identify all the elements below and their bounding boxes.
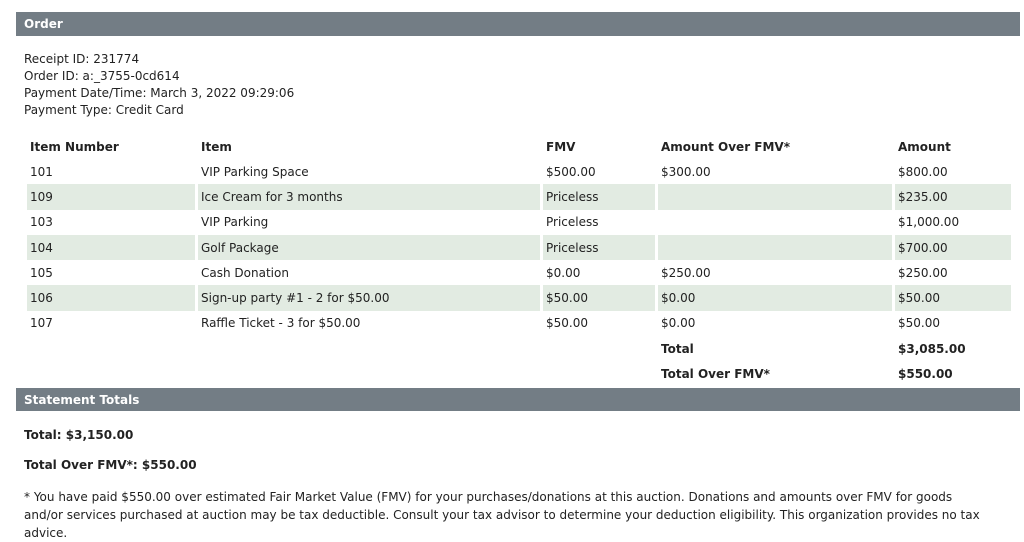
cell-item-name: Sign-up party #1 - 2 for $50.00 <box>198 285 540 311</box>
cell-amount: $50.00 <box>895 285 1011 311</box>
total-value: $3,085.00 <box>895 336 1011 362</box>
statement-section-header: Statement Totals <box>16 388 1020 411</box>
cell-fmv: Priceless <box>546 215 599 230</box>
cell-amount: $800.00 <box>898 164 948 179</box>
cell-amount-over-fmv: $0.00 <box>661 316 696 331</box>
cell-amount-over-fmv <box>658 184 892 210</box>
cell-amount: $700.00 <box>895 234 1011 261</box>
cell-item-number: 101 <box>30 164 53 179</box>
total-label: Total <box>658 336 892 362</box>
cell-fmv: $50.00 <box>546 316 588 331</box>
table-row: 104 Golf Package Priceless $700.00 <box>27 234 1011 261</box>
total-row: Total $3,085.00 <box>27 336 1011 362</box>
cell-item-name: VIP Parking <box>201 215 269 230</box>
table-row: 103 VIP Parking Priceless $1,000.00 <box>27 210 1011 235</box>
statement-total-over-fmv: Total Over FMV*: $550.00 <box>24 458 197 472</box>
cell-item-number: 109 <box>27 184 195 210</box>
cell-fmv: $500.00 <box>546 164 596 179</box>
order-items-table: Item Number Item FMV Amount Over FMV* Am… <box>24 134 1014 387</box>
order-info: Receipt ID: 231774 Order ID: a:_3755-0cd… <box>24 51 294 119</box>
cell-item-name: VIP Parking Space <box>201 164 309 179</box>
table-header-row: Item Number Item FMV Amount Over FMV* Am… <box>27 134 1011 159</box>
total-over-fmv-value: $550.00 <box>895 361 1011 387</box>
cell-item-number: 106 <box>27 285 195 311</box>
cell-amount-over-fmv <box>658 210 892 235</box>
cell-fmv: $50.00 <box>543 285 655 311</box>
total-over-fmv-row: Total Over FMV* $550.00 <box>27 361 1011 387</box>
payment-datetime: Payment Date/Time: March 3, 2022 09:29:0… <box>24 86 295 100</box>
table-row: 106 Sign-up party #1 - 2 for $50.00 $50.00… <box>27 285 1011 311</box>
cell-item-name: Cash Donation <box>201 265 289 280</box>
cell-fmv: Priceless <box>543 234 655 261</box>
cell-item-number: 104 <box>27 234 195 261</box>
cell-amount-over-fmv: $300.00 <box>661 164 711 179</box>
receipt-id: Receipt ID: 231774 <box>24 52 140 66</box>
col-item: Item <box>201 139 232 154</box>
payment-type: Payment Type: Credit Card <box>24 103 184 117</box>
col-amount-over-fmv: Amount Over FMV* <box>661 139 790 154</box>
col-amount: Amount <box>898 139 951 154</box>
cell-amount-over-fmv: $250.00 <box>661 265 711 280</box>
cell-amount-over-fmv: $0.00 <box>658 285 892 311</box>
cell-item-number: 103 <box>30 215 53 230</box>
statement-total: Total: $3,150.00 <box>24 428 134 442</box>
cell-amount: $1,000.00 <box>898 215 960 230</box>
table-row: 105 Cash Donation $0.00 $250.00 $250.00 <box>27 260 1011 285</box>
cell-item-number: 105 <box>30 265 53 280</box>
cell-fmv: Priceless <box>543 184 655 210</box>
col-fmv: FMV <box>546 139 576 154</box>
order-title: Order <box>24 17 63 31</box>
table-row: 101 VIP Parking Space $500.00 $300.00 $800.0… <box>27 159 1011 184</box>
cell-amount: $250.00 <box>898 265 948 280</box>
cell-item-name: Golf Package <box>198 234 540 261</box>
cell-item-name: Ice Cream for 3 months <box>198 184 540 210</box>
cell-fmv: $0.00 <box>546 265 581 280</box>
cell-amount-over-fmv <box>658 234 892 261</box>
statement-title: Statement Totals <box>24 392 140 407</box>
table-row: 107 Raffle Ticket - 3 for $50.00 $50.00 $0.… <box>27 311 1011 336</box>
cell-amount: $50.00 <box>898 316 940 331</box>
order-id: Order ID: a:_3755-0cd614 <box>24 69 180 83</box>
cell-amount: $235.00 <box>895 184 1011 210</box>
tax-footnote: * You have paid $550.00 over estimated F… <box>24 490 980 540</box>
cell-item-number: 107 <box>30 316 53 331</box>
cell-item-name: Raffle Ticket - 3 for $50.00 <box>201 316 361 331</box>
table-row: 109 Ice Cream for 3 months Priceless $235.0… <box>27 184 1011 210</box>
col-item-number: Item Number <box>30 139 119 154</box>
order-section-header: Order <box>16 12 1020 36</box>
total-over-fmv-label: Total Over FMV* <box>658 361 892 387</box>
